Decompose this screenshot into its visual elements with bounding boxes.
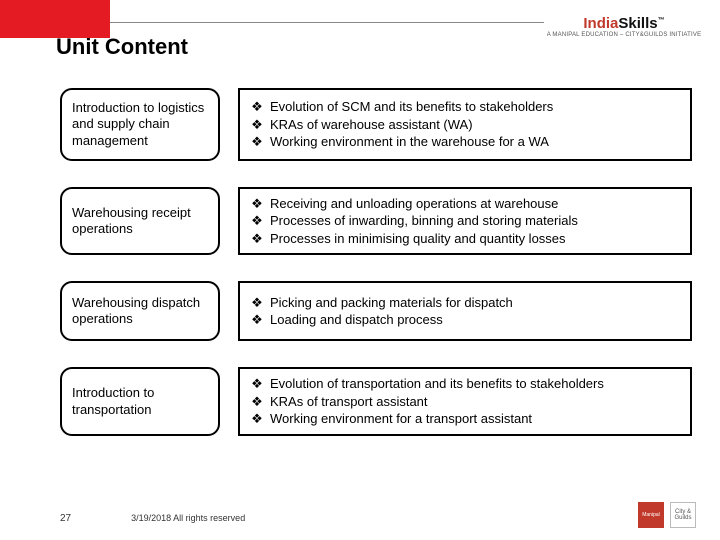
list-item-text: Working environment for a transport assi… xyxy=(270,410,532,428)
bullet-icon: ❖ xyxy=(250,311,264,329)
copyright-text: 3/19/2018 All rights reserved xyxy=(131,513,245,523)
topic-box: Introduction to logistics and supply cha… xyxy=(60,88,220,161)
detail-box: ❖ Receiving and unloading operations at w… xyxy=(238,187,692,256)
detail-box: ❖ Evolution of transportation and its ben… xyxy=(238,367,692,436)
page-title: Unit Content xyxy=(56,34,188,60)
list-item-text: Loading and dispatch process xyxy=(270,311,443,329)
topic-label: Introduction to logistics and supply cha… xyxy=(72,100,208,149)
list-item-text: Evolution of transportation and its bene… xyxy=(270,375,604,393)
footer: 27 3/19/2018 All rights reserved Manipal… xyxy=(60,506,704,530)
topic-box: Warehousing receipt operations xyxy=(60,187,220,256)
brand-suffix: Skills xyxy=(618,15,657,32)
trademark-icon: ™ xyxy=(658,17,665,24)
list-item: ❖ Picking and packing materials for dispa… xyxy=(250,294,680,312)
content-area: Introduction to logistics and supply cha… xyxy=(60,88,692,462)
bullet-icon: ❖ xyxy=(250,294,264,312)
list-item-text: Working environment in the warehouse for… xyxy=(270,133,549,151)
content-row: Warehousing receipt operations ❖ Receivin… xyxy=(60,187,692,256)
slide: IndiaSkills™ A MANIPAL EDUCATION – CITY&… xyxy=(0,0,720,540)
list-item-text: KRAs of transport assistant xyxy=(270,393,428,411)
detail-box: ❖ Evolution of SCM and its benefits to st… xyxy=(238,88,692,161)
list-item: ❖ Evolution of transportation and its ben… xyxy=(250,375,680,393)
brand-logo: IndiaSkills™ A MANIPAL EDUCATION – CITY&… xyxy=(544,8,704,44)
topic-label: Introduction to transportation xyxy=(72,385,208,418)
bullet-icon: ❖ xyxy=(250,212,264,230)
list-item: ❖ Receiving and unloading operations at w… xyxy=(250,195,680,213)
footer-logos: Manipal City & Guilds xyxy=(638,502,696,528)
brand-logo-text: IndiaSkills™ xyxy=(583,15,664,32)
list-item-text: Processes in minimising quality and quan… xyxy=(270,230,566,248)
bullet-icon: ❖ xyxy=(250,393,264,411)
bullet-icon: ❖ xyxy=(250,133,264,151)
list-item: ❖ KRAs of transport assistant xyxy=(250,393,680,411)
list-item: ❖ Processes of inwarding, binning and sto… xyxy=(250,212,680,230)
detail-box: ❖ Picking and packing materials for dispa… xyxy=(238,281,692,341)
topic-label: Warehousing dispatch operations xyxy=(72,295,208,328)
list-item: ❖ Working environment for a transport ass… xyxy=(250,410,680,428)
bullet-icon: ❖ xyxy=(250,195,264,213)
list-item: ❖ Loading and dispatch process xyxy=(250,311,680,329)
bullet-icon: ❖ xyxy=(250,116,264,134)
bullet-icon: ❖ xyxy=(250,375,264,393)
list-item: ❖ Working environment in the warehouse fo… xyxy=(250,133,680,151)
bullet-icon: ❖ xyxy=(250,410,264,428)
list-item: ❖ Processes in minimising quality and qua… xyxy=(250,230,680,248)
list-item-text: Picking and packing materials for dispat… xyxy=(270,294,513,312)
topic-label: Warehousing receipt operations xyxy=(72,205,208,238)
page-number: 27 xyxy=(60,513,71,524)
brand-tagline: A MANIPAL EDUCATION – CITY&GUILDS INITIA… xyxy=(547,32,702,38)
brand-prefix: India xyxy=(583,15,618,32)
list-item: ❖ Evolution of SCM and its benefits to st… xyxy=(250,98,680,116)
topic-box: Warehousing dispatch operations xyxy=(60,281,220,341)
header-red-block xyxy=(0,0,110,38)
bullet-icon: ❖ xyxy=(250,98,264,116)
list-item-text: KRAs of warehouse assistant (WA) xyxy=(270,116,473,134)
city-guilds-logo-icon: City & Guilds xyxy=(670,502,696,528)
list-item-text: Evolution of SCM and its benefits to sta… xyxy=(270,98,553,116)
content-row: Warehousing dispatch operations ❖ Picking… xyxy=(60,281,692,341)
content-row: Introduction to transportation ❖ Evolutio… xyxy=(60,367,692,436)
list-item: ❖ KRAs of warehouse assistant (WA) xyxy=(250,116,680,134)
bullet-icon: ❖ xyxy=(250,230,264,248)
list-item-text: Processes of inwarding, binning and stor… xyxy=(270,212,578,230)
manipal-logo-icon: Manipal xyxy=(638,502,664,528)
content-row: Introduction to logistics and supply cha… xyxy=(60,88,692,161)
list-item-text: Receiving and unloading operations at wa… xyxy=(270,195,558,213)
topic-box: Introduction to transportation xyxy=(60,367,220,436)
